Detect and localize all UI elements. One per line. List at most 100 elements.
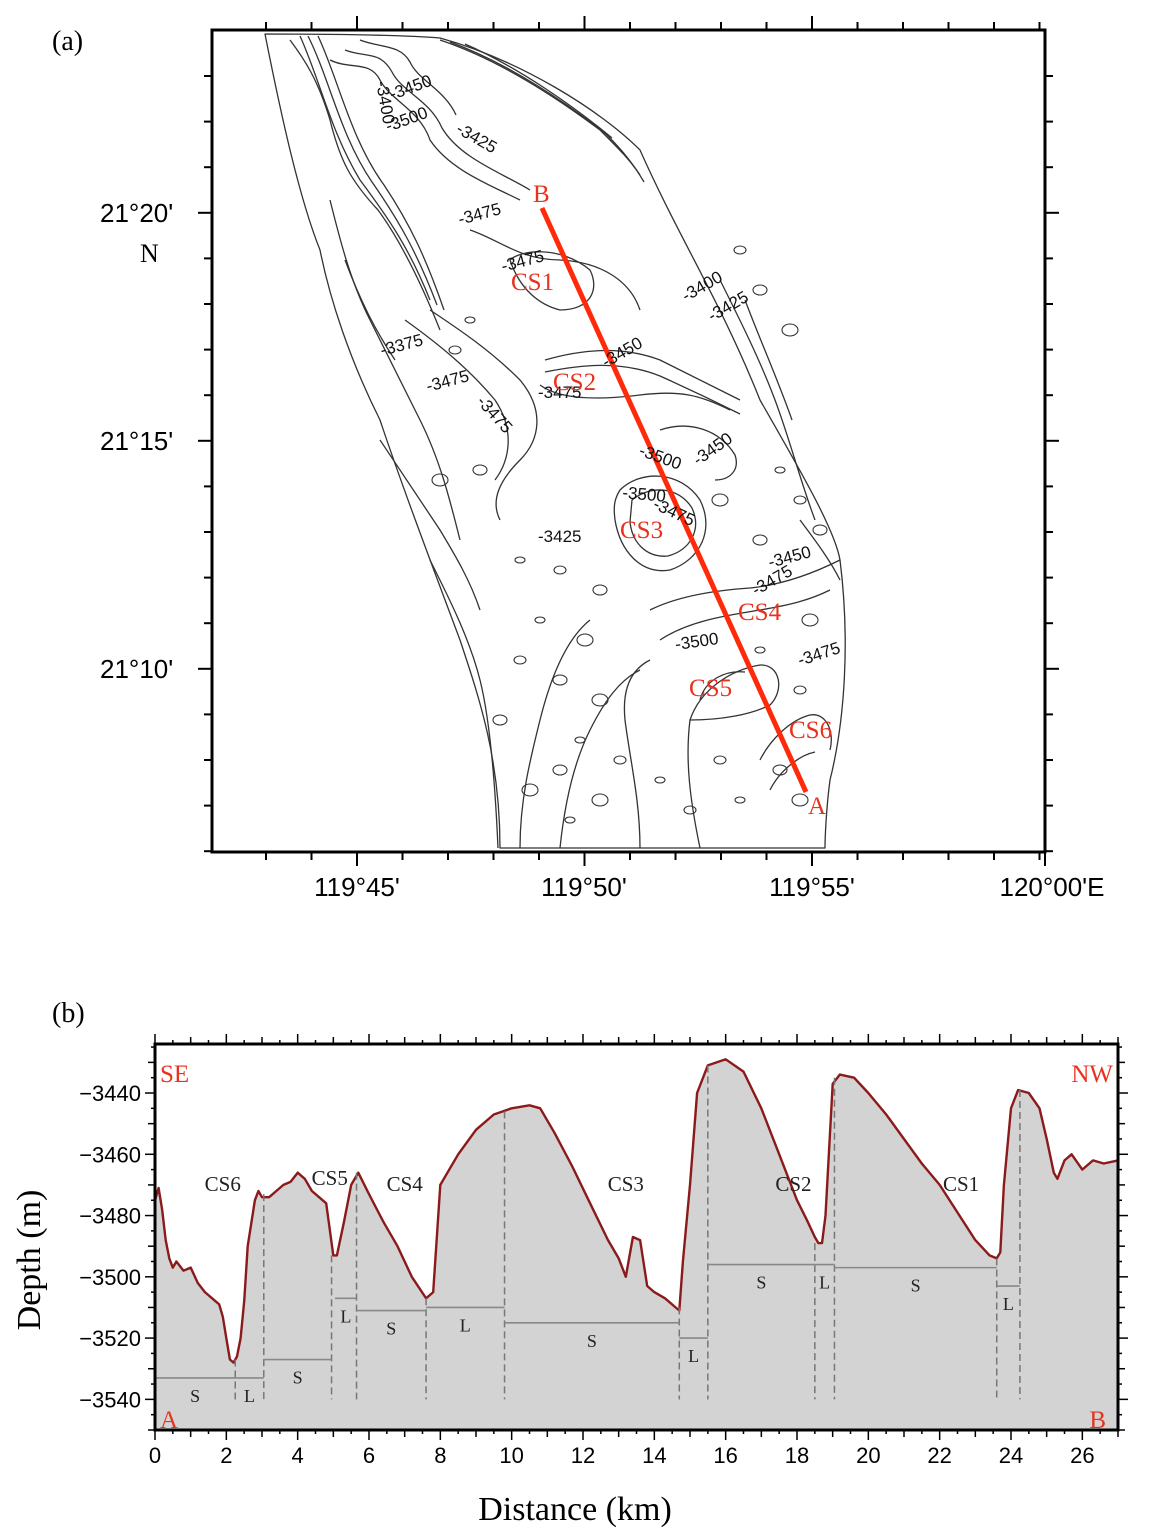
contour-island: [574, 736, 586, 744]
contour-line: [623, 659, 651, 849]
contour-label: -3425: [453, 119, 500, 157]
contour-label: -3450: [599, 333, 646, 371]
panel-b-label: (b): [52, 998, 85, 1029]
contour-line: [429, 309, 538, 521]
lee-span-label: L: [244, 1386, 255, 1406]
contour-line: [613, 475, 707, 572]
contour-island: [801, 613, 819, 627]
y-tick-label: −3440: [79, 1081, 141, 1106]
lee-span-label: L: [688, 1346, 699, 1366]
panel-a-label: (a): [52, 26, 83, 57]
slope-span-label: S: [587, 1331, 597, 1351]
contour-island: [752, 534, 768, 546]
lat-tick-label: 21°15': [100, 426, 173, 456]
contour-line: [539, 384, 731, 411]
map-frame: [198, 16, 1059, 866]
contour-line: [744, 299, 793, 421]
contour-island: [812, 524, 828, 536]
contour-island: [683, 805, 697, 815]
contour-label: -3500: [622, 483, 667, 506]
contour-island: [591, 693, 609, 707]
contour-label: -3475: [456, 199, 503, 229]
profile-segment-label: CS2: [775, 1172, 811, 1196]
contour-island: [793, 685, 807, 695]
contour-line: [509, 251, 595, 311]
x-tick-label: 8: [434, 1443, 446, 1468]
segment-label-cs3: CS3: [620, 517, 663, 544]
x-tick-label: 6: [363, 1443, 375, 1468]
x-tick-label: 4: [292, 1443, 304, 1468]
contour-island: [431, 473, 449, 487]
segment-label-cs2: CS2: [553, 369, 596, 396]
contour-line: [317, 35, 445, 311]
contour-label: -3475: [424, 366, 471, 396]
contour-island: [521, 783, 539, 797]
segment-label-cs1: CS1: [511, 269, 554, 296]
segment-label-cs4: CS4: [738, 599, 782, 626]
lat-tick-label: 21°20': [100, 198, 173, 228]
contour-line: [379, 439, 481, 611]
contour-island: [564, 816, 576, 824]
contour-line: [799, 519, 841, 581]
contour-line: [687, 719, 701, 849]
contour-label: -3475: [538, 383, 581, 402]
contour-island: [713, 755, 727, 765]
profile-axes: 0 2 4 6 8 10 12 14 16 18 20 22 24 26−3440−3460−3480−3…: [79, 1034, 1128, 1468]
lon-tick-label: 120°00'E: [999, 872, 1104, 902]
point-a-label: A: [808, 793, 826, 820]
contour-island: [552, 674, 568, 686]
y-tick-label: −3480: [79, 1204, 141, 1229]
lat-unit-label: N: [140, 239, 159, 268]
contour-line: [759, 714, 832, 761]
contour-island: [754, 646, 766, 654]
contour-line: [659, 589, 831, 641]
lat-tick-label: 21°10': [100, 654, 173, 684]
contour-line: [329, 59, 521, 201]
point-b-label: B: [533, 181, 550, 208]
bathymetry-contours: [264, 33, 846, 849]
x-tick-label: 26: [1070, 1443, 1094, 1468]
slope-span-label: S: [293, 1368, 303, 1388]
y-tick-label: −3460: [79, 1142, 141, 1167]
contour-line: [719, 279, 816, 521]
x-tick-label: 14: [642, 1443, 666, 1468]
map-border: [210, 28, 1047, 854]
profile-fill: [155, 1059, 1118, 1430]
profile-segment-label: CS3: [608, 1172, 644, 1196]
contour-island: [514, 556, 526, 564]
lon-tick-label: 119°55': [769, 872, 855, 902]
lee-span-label: L: [819, 1273, 830, 1293]
profile-segment-label: CS5: [312, 1166, 348, 1190]
x-axis-label: Distance (km): [478, 1491, 672, 1528]
profile-segment-label: CS6: [205, 1172, 241, 1196]
contour-line: [344, 49, 531, 191]
contour-island: [553, 565, 567, 575]
contour-line: [359, 39, 457, 116]
y-tick-label: −3540: [79, 1387, 141, 1412]
contour-label: -3375: [378, 330, 425, 360]
contour-island: [654, 776, 666, 784]
x-tick-label: 16: [713, 1443, 737, 1468]
contour-line: [439, 39, 641, 176]
contour-label: -3425: [538, 527, 581, 546]
contour-line: [264, 33, 846, 849]
x-tick-label: 18: [785, 1443, 809, 1468]
contour-line: [289, 39, 441, 331]
lon-tick-label: 119°50': [541, 872, 627, 902]
contour-island: [492, 714, 508, 726]
y-tick-label: −3520: [79, 1326, 141, 1351]
contour-line: [769, 751, 816, 791]
corner-label-se: SE: [160, 1061, 189, 1088]
contour-line: [699, 671, 746, 701]
contour-line: [469, 229, 641, 311]
contour-label: -3450: [689, 429, 736, 470]
x-tick-label: 24: [999, 1443, 1023, 1468]
contour-line: [519, 619, 591, 849]
x-tick-label: 12: [571, 1443, 595, 1468]
contour-label: -3400: [679, 267, 726, 305]
contour-line: [404, 319, 509, 481]
contour-line: [307, 35, 438, 306]
lee-span-label: L: [340, 1306, 351, 1326]
contour-line: [544, 364, 741, 415]
contour-island: [576, 633, 594, 647]
